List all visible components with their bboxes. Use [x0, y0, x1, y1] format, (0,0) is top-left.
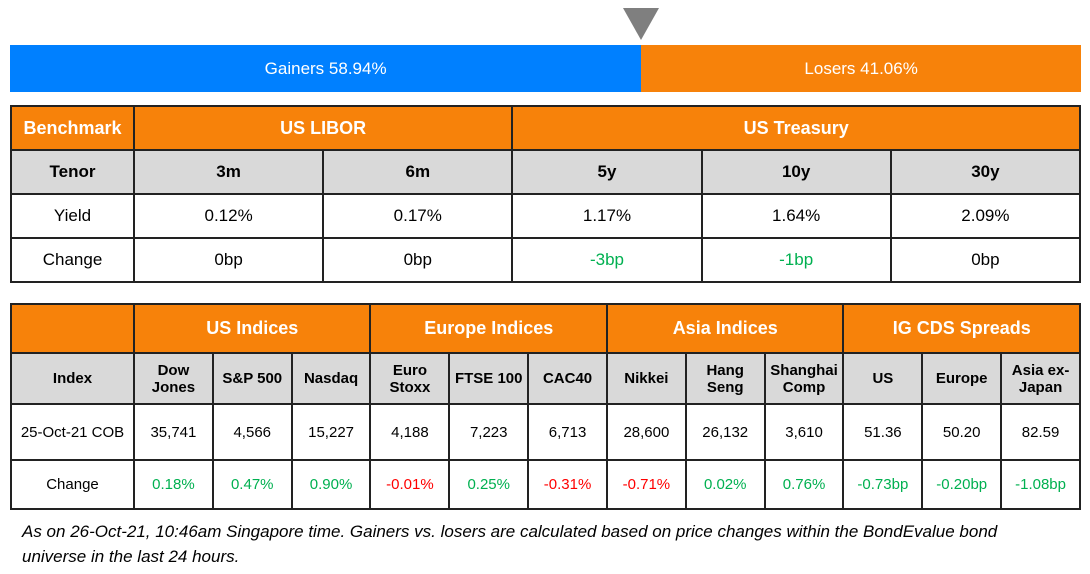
index-value-cell: 28,600	[605, 403, 687, 461]
group-header: IG CDS Spreads	[842, 303, 1081, 354]
index-name-cell: US	[842, 352, 924, 405]
index-value-cell: 3,610	[763, 403, 845, 461]
index-value-cell: 35,741	[133, 403, 214, 461]
index-value-cell: 7,223	[448, 403, 530, 461]
yield-cell: 1.17%	[511, 193, 703, 239]
index-change-cell: -0.01%	[369, 459, 451, 510]
change-cell: 0bp	[322, 237, 514, 283]
index-change-cell: 0.90%	[290, 459, 372, 510]
index-change-cell: -0.31%	[527, 459, 608, 510]
group-header: Asia Indices	[605, 303, 845, 354]
yield-cell: 0.17%	[322, 193, 514, 239]
group-header: Europe Indices	[369, 303, 608, 354]
index-change-cell: -0.20bp	[921, 459, 1003, 510]
date-label: 25-Oct-21 COB	[10, 403, 135, 461]
index-value-cell: 82.59	[1000, 403, 1081, 461]
index-change-cell: 0.18%	[133, 459, 214, 510]
index-change-cell: -0.73bp	[842, 459, 924, 510]
libor-header: US LIBOR	[132, 105, 514, 151]
index-change-cell: 0.02%	[684, 459, 766, 510]
index-value-cell: 4,188	[369, 403, 451, 461]
treasury-header: US Treasury	[511, 105, 1081, 151]
index-name-cell: Asia ex-Japan	[1000, 352, 1081, 405]
index-label: Index	[10, 352, 135, 405]
blank-header	[10, 303, 135, 354]
index-value-cell: 51.36	[842, 403, 924, 461]
index-name-cell: Europe	[921, 352, 1003, 405]
index-value-cell: 4,566	[211, 403, 293, 461]
index-change-cell: 0.76%	[763, 459, 845, 510]
index-name-cell: Shanghai Comp	[763, 352, 845, 405]
tenor-cell: 5y	[511, 149, 703, 195]
index-value-cell: 26,132	[684, 403, 766, 461]
index-change-cell: 0.25%	[448, 459, 530, 510]
index-name-cell: Nikkei	[605, 352, 687, 405]
index-name-cell: FTSE 100	[448, 352, 530, 405]
index-name-cell: Euro Stoxx	[369, 352, 451, 405]
triangle-down-icon	[623, 8, 660, 40]
indices-table: US Indices Europe Indices Asia Indices I…	[10, 303, 1081, 510]
rates-table: Benchmark US LIBOR US Treasury Tenor 3m 6m…	[10, 105, 1082, 283]
index-value-cell: 6,713	[527, 403, 608, 461]
index-value-cell: 15,227	[290, 403, 372, 461]
yield-cell: 2.09%	[889, 193, 1082, 239]
index-name-cell: Nasdaq	[290, 352, 372, 405]
change-label: Change	[10, 459, 135, 510]
change-cell: 0bp	[889, 237, 1082, 283]
gainers-segment: Gainers 58.94%	[10, 45, 642, 92]
losers-segment: Losers 41.06%	[641, 45, 1081, 92]
index-change-cell: -0.71%	[605, 459, 687, 510]
tenor-cell: 30y	[889, 149, 1082, 195]
benchmark-header: Benchmark	[10, 105, 135, 151]
change-cell: -3bp	[511, 237, 703, 283]
change-cell: 0bp	[132, 237, 325, 283]
yield-cell: 0.12%	[132, 193, 325, 239]
yield-cell: 1.64%	[700, 193, 892, 239]
index-name-cell: S&P 500	[211, 352, 293, 405]
index-change-cell: 0.47%	[211, 459, 293, 510]
index-name-cell: Dow Jones	[133, 352, 214, 405]
index-change-cell: -1.08bp	[1000, 459, 1081, 510]
change-label: Change	[10, 237, 135, 283]
tenor-cell: 3m	[132, 149, 325, 195]
footnote: As on 26-Oct-21, 10:46am Singapore time.…	[22, 522, 998, 566]
index-value-cell: 50.20	[921, 403, 1003, 461]
index-name-cell: CAC40	[527, 352, 608, 405]
tenor-cell: 10y	[700, 149, 892, 195]
tenor-cell: 6m	[322, 149, 514, 195]
index-name-cell: Hang Seng	[684, 352, 766, 405]
tenor-label: Tenor	[10, 149, 135, 195]
change-cell: -1bp	[700, 237, 892, 283]
group-header: US Indices	[132, 303, 372, 354]
yield-label: Yield	[10, 193, 135, 239]
gainers-losers-bar: Gainers 58.94% Losers 41.06%	[10, 45, 1081, 92]
